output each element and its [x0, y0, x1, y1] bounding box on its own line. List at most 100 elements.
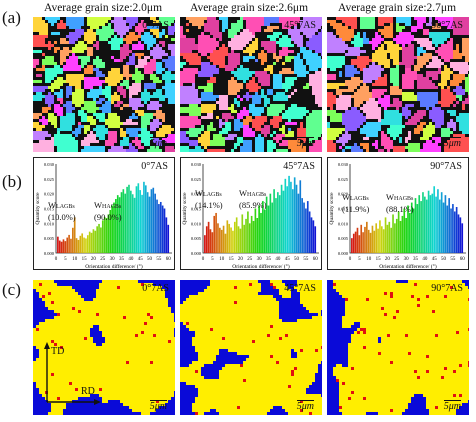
grain-boundary: [90, 44, 93, 47]
grain-cell: [81, 95, 84, 98]
grain-cell: [222, 50, 225, 53]
grain-boundary: [189, 35, 192, 38]
grain-boundary: [72, 44, 75, 47]
grain-cell: [309, 44, 312, 47]
grain-cell: [180, 26, 183, 29]
grain-boundary: [174, 71, 175, 74]
grain-cell: [258, 77, 261, 80]
grain-boundary: [252, 74, 255, 77]
grain-boundary: [105, 62, 108, 65]
grain-cell: [129, 146, 132, 149]
grain-cell: [237, 128, 240, 131]
grain-boundary: [84, 23, 87, 26]
grain-boundary: [123, 128, 126, 131]
grain-cell: [180, 131, 183, 134]
grain-boundary: [159, 83, 162, 86]
grain-boundary: [33, 32, 36, 35]
grain-boundary: [69, 53, 72, 56]
grain-cell: [57, 26, 60, 29]
grain-cell: [291, 116, 294, 119]
grain-boundary: [105, 116, 108, 119]
grain-cell: [63, 125, 66, 128]
grain-cell: [45, 74, 48, 77]
grain-cell: [72, 32, 75, 35]
grain-boundary: [294, 74, 297, 77]
grain-cell: [66, 89, 69, 92]
grain-cell: [126, 44, 129, 47]
grain-cell: [378, 56, 381, 59]
grain-cell: [423, 38, 426, 41]
grain-cell: [276, 149, 279, 152]
grain-boundary: [219, 44, 222, 47]
grain-cell: [93, 95, 96, 98]
grain-cell: [174, 137, 175, 140]
grain-cell: [54, 62, 57, 65]
grain-cell: [261, 116, 264, 119]
grain-boundary: [228, 38, 231, 41]
grain-boundary: [333, 53, 336, 56]
grain-cell: [168, 29, 171, 32]
grain-cell: [354, 53, 357, 56]
grain-cell: [291, 77, 294, 80]
grain-cell: [36, 59, 39, 62]
grain-cell: [195, 98, 198, 101]
grain-cell: [279, 119, 282, 122]
grain-boundary: [156, 86, 159, 89]
grain-cell: [222, 23, 225, 26]
grain-cell: [441, 20, 444, 23]
grain-cell: [90, 104, 93, 107]
grain-cell: [321, 116, 322, 119]
grain-cell: [69, 143, 72, 146]
grain-boundary: [312, 104, 315, 107]
grain-cell: [300, 65, 303, 68]
grain-cell: [207, 86, 210, 89]
grain-boundary: [42, 92, 45, 95]
grain-cell: [63, 41, 66, 44]
grain-cell: [192, 122, 195, 125]
grain-cell: [405, 20, 408, 23]
grain-boundary: [114, 50, 117, 53]
grain-cell: [246, 116, 249, 119]
grain-cell: [108, 134, 111, 137]
grain-cell: [93, 80, 96, 83]
grain-cell: [408, 44, 411, 47]
grain-boundary: [369, 47, 372, 50]
grain-cell: [144, 134, 147, 137]
grain-boundary: [114, 107, 117, 110]
grain-cell: [342, 50, 345, 53]
grain-cell: [228, 134, 231, 137]
grain-boundary: [132, 50, 135, 53]
grain-boundary: [93, 125, 96, 128]
grain-cell: [312, 137, 315, 140]
grain-boundary: [228, 26, 231, 29]
grain-cell: [78, 65, 81, 68]
grain-boundary: [126, 116, 129, 119]
grain-boundary: [147, 101, 150, 104]
grain-cell: [303, 140, 306, 143]
grain-cell: [111, 20, 114, 23]
grain-boundary: [303, 77, 306, 80]
grain-boundary: [135, 62, 138, 65]
grain-boundary: [93, 131, 96, 134]
grain-cell: [105, 131, 108, 134]
grain-cell: [354, 50, 357, 53]
grain-cell: [159, 89, 162, 92]
grain-cell: [312, 20, 315, 23]
grain-boundary: [42, 83, 45, 86]
grain-cell: [180, 134, 183, 137]
grain-cell: [123, 83, 126, 86]
grain-cell: [213, 77, 216, 80]
grain-cell: [36, 143, 39, 146]
grain-boundary: [330, 17, 333, 20]
grain-boundary: [117, 128, 120, 131]
grain-boundary: [117, 131, 120, 134]
grain-cell: [270, 146, 273, 149]
grain-cell: [126, 122, 129, 125]
grain-cell: [255, 20, 258, 23]
grain-cell: [123, 149, 126, 152]
grain-cell: [261, 59, 264, 62]
grain-cell: [90, 119, 93, 122]
grain-cell: [243, 74, 246, 77]
grain-cell: [93, 89, 96, 92]
grain-cell: [66, 77, 69, 80]
